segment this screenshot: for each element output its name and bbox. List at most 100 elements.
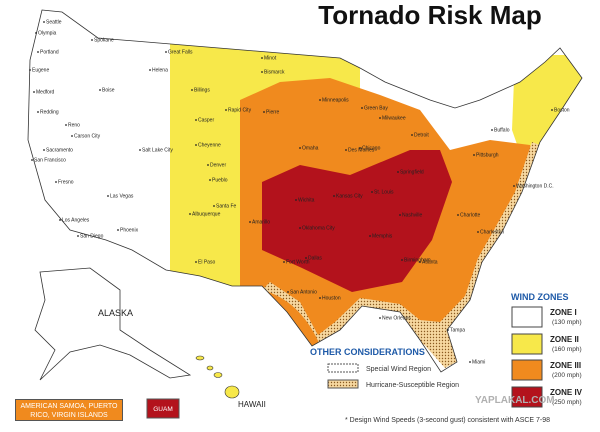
city-dot [207,164,209,166]
city-dot [283,261,285,263]
city-dot [33,91,35,93]
city-label: Chicago [362,146,381,152]
city-label: Spokane [94,38,114,44]
legend-label: ZONE I [550,308,577,317]
legend-label: ZONE IV [550,388,583,397]
legend-title: WIND ZONES [511,292,569,302]
city-dot [195,144,197,146]
city-label: Redding [40,110,59,116]
city-dot [195,119,197,121]
city-label: Pierre [266,110,280,116]
legend-swatch [511,333,543,355]
city-dot [447,329,449,331]
city-dot [65,124,67,126]
city-label: Pittsburgh [476,153,499,159]
zone-4-area [262,150,452,292]
city-dot [491,129,493,131]
city-dot [319,99,321,101]
city-label: Albuquerque [192,212,221,218]
city-label: Boise [102,88,115,94]
city-label: Springfield [400,170,424,176]
city-dot [319,297,321,299]
city-label: Cheyenne [198,143,221,149]
city-dot [117,229,119,231]
city-label: St. Louis [374,190,394,196]
city-dot [457,214,459,216]
city-label: Nashville [402,213,423,219]
city-dot [43,21,45,23]
guam-label: GUAM [153,406,173,413]
city-label: Billings [194,88,210,94]
city-label: San Francisco [34,158,66,164]
hurricane-region [262,142,540,368]
city-dot [107,195,109,197]
city-labels: Seattle Olympia Spokane Portland Eugene Medfo… [29,20,570,366]
city-label: Amarillo [252,220,270,226]
city-label: Washington D.C. [516,184,554,190]
city-dot [261,57,263,59]
hawaii-label: HAWAII [238,400,266,409]
city-label: Milwaukee [382,116,406,122]
special-wind-swatch [327,363,359,373]
legend-speed: (200 mph) [552,372,582,379]
city-label: Birmingham [404,258,431,264]
city-label: New Orleans [382,316,411,322]
city-dot [369,235,371,237]
legend-speed: (160 mph) [552,346,582,353]
legend-swatch [511,306,543,328]
city-dot [249,221,251,223]
city-dot [165,51,167,53]
city-label: Helena [152,68,168,74]
footnote: * Design Wind Speeds (3-second gust) con… [345,417,550,424]
city-dot [305,257,307,259]
city-label: Portland [40,50,59,56]
city-label: Salt Lake City [142,148,173,154]
city-dot [71,135,73,137]
city-dot [551,109,553,111]
city-label: Denver [210,163,226,169]
city-label: Carson City [74,134,101,140]
city-dot [397,171,399,173]
city-dot [411,134,413,136]
city-label: Pueblo [212,178,228,184]
legend-speed: (250 mph) [552,399,582,406]
city-dot [473,154,475,156]
city-dot [77,235,79,237]
city-label: San Diego [80,234,104,240]
city-label: Eugene [32,68,49,74]
hurricane-swatch [327,379,359,389]
legend-swatch [511,359,543,381]
city-label: Los Angeles [62,218,90,224]
city-dot [37,51,39,53]
city-label: Miami [472,360,485,366]
city-label: Rapid City [228,108,252,114]
city-dot [295,199,297,201]
city-dot [399,214,401,216]
city-dot [359,147,361,149]
city-label: Tampa [450,328,465,334]
city-label: Detroit [414,133,429,139]
city-label: El Paso [198,260,215,266]
city-dot [195,261,197,263]
city-label: Dallas [308,256,322,262]
city-dot [149,69,151,71]
city-dot [401,259,403,261]
city-label: Phoenix [120,228,139,234]
city-label: Minot [264,56,277,62]
legend-label: ZONE II [550,335,579,344]
city-label: Atlanta [422,260,438,266]
city-label: Wichita [298,198,315,204]
city-label: Omaha [302,146,319,152]
legend-swatch [511,386,543,408]
city-dot [189,213,191,215]
city-dot [513,185,515,187]
city-label: Kansas City [336,194,363,200]
city-dot [37,111,39,113]
city-label: Oklahoma City [302,226,335,232]
city-dot [371,191,373,193]
city-label: Olympia [38,31,57,37]
considerations-title: OTHER CONSIDERATIONS [310,347,425,357]
city-label: Santa Fe [216,204,237,210]
legend: ZONE I (130 mph) ZONE II (160 mph) ZONE III (… [511,306,583,408]
city-dot [35,32,37,34]
